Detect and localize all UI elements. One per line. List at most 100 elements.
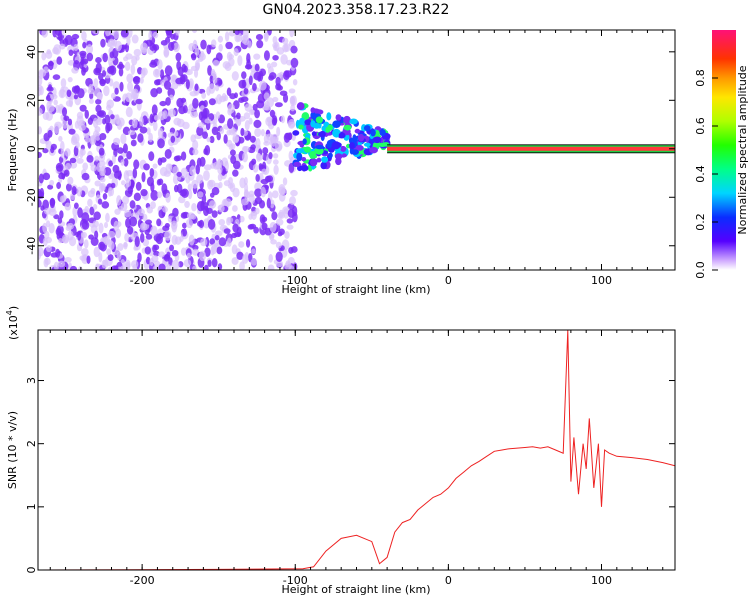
spectrogram-noise-cell	[86, 255, 91, 264]
spectrogram-noise-cell	[174, 236, 182, 245]
spectrogram-noise-cell	[182, 228, 188, 237]
spectrogram-noise-cell	[72, 206, 78, 217]
spectrogram-noise-cell	[212, 74, 218, 84]
spectrogram-noise-cell	[254, 63, 260, 72]
spectrogram-noise-cell	[90, 164, 98, 172]
spectrogram-noise-cell	[71, 185, 77, 196]
spectrogram-noise-cell	[266, 175, 273, 182]
spectrogram-noise-cell	[169, 244, 175, 252]
spectrogram-noise-cell	[102, 70, 107, 77]
spectrogram-noise-cell	[81, 66, 86, 76]
spectrogram-noise-cell	[190, 53, 197, 59]
spectrogram-noise-cell	[146, 206, 153, 214]
spectrogram-noise-cell	[276, 126, 281, 137]
spectrogram-noise-cell	[271, 211, 278, 221]
spectrogram-noise-cell	[252, 164, 259, 173]
colorbar-tick-label: 0.4	[694, 165, 707, 183]
spectrogram-noise-cell	[106, 248, 112, 256]
spectrogram-noise-cell	[227, 103, 236, 114]
spectrogram-noise-cell	[272, 42, 278, 49]
spectrogram-noise-cell	[61, 119, 68, 129]
spectrogram-noise-cell	[64, 202, 72, 211]
spectrogram-noise-cell	[184, 200, 190, 209]
spectrogram-noise-cell	[165, 192, 171, 203]
spectrogram-noise-cell	[287, 208, 295, 218]
spectrogram-noise-cell	[164, 222, 170, 229]
spectrogram-noise-cell	[75, 157, 84, 164]
spectrogram-noise-cell	[67, 176, 74, 185]
spectrogram-noise-cell	[149, 61, 158, 68]
spectrogram-noise-cell	[250, 144, 256, 150]
spectrogram-noise-cell	[238, 79, 247, 89]
spectrogram-noise-cell	[203, 201, 209, 211]
spectrogram-noise-cell	[275, 251, 283, 263]
spectrogram-noise-cell	[263, 31, 269, 41]
spectrogram-noise-cell	[113, 265, 119, 270]
spectrogram-noise-cell	[114, 87, 119, 95]
spectrogram-noise-cell	[290, 45, 298, 54]
spectrogram-noise-cell	[209, 135, 215, 144]
spectrogram-blob	[335, 114, 342, 121]
spectrogram-noise-cell	[145, 233, 153, 240]
spectrogram-noise-cell	[127, 129, 136, 136]
spectrogram-noise-cell	[263, 133, 270, 144]
spectrogram-noise-cell	[158, 251, 166, 258]
spectrogram-noise-cell	[284, 231, 290, 239]
spectrogram-noise-cell	[247, 224, 255, 230]
spectrogram-xtick-label: 0	[445, 274, 452, 287]
spectrogram-noise-cell	[67, 59, 75, 66]
spectrogram-noise-cell	[126, 36, 131, 46]
spectrogram-noise-cell	[198, 219, 205, 229]
spectrogram-noise-cell	[92, 220, 99, 228]
spectrogram-noise-cell	[254, 196, 263, 205]
spectrogram-noise-cell	[256, 152, 262, 162]
spectrogram-noise-cell	[193, 111, 198, 118]
spectrogram-ylabel: Frequency (Hz)	[6, 109, 19, 192]
spectrogram-noise-cell	[211, 210, 218, 218]
spectrogram-noise-cell	[84, 137, 91, 143]
spectrogram-blob	[343, 115, 351, 125]
spectrogram-blob	[310, 107, 316, 114]
spectrogram-noise-cell	[180, 97, 187, 103]
spectrogram-noise-cell	[252, 83, 257, 92]
spectrogram-noise-cell	[232, 169, 239, 177]
svg-text:(x104): (x104)	[5, 306, 20, 340]
spectrogram-noise-cell	[185, 79, 190, 90]
spectrogram-noise-cell	[133, 48, 142, 57]
spectrogram-noise-cell	[107, 66, 115, 75]
spectrogram-blob	[311, 131, 317, 137]
spectrogram-noise-cell	[211, 126, 219, 136]
spectrogram-noise-cell	[224, 198, 232, 207]
spectrogram-noise-cell	[61, 107, 68, 117]
spectrogram-noise-cell	[228, 57, 235, 67]
spectrogram-noise-cell	[118, 67, 124, 77]
spectrogram-noise-cell	[111, 154, 116, 164]
spectrogram-noise-cell	[243, 177, 248, 186]
spectrogram-noise-cell	[131, 34, 139, 44]
spectrogram-noise-cell	[120, 133, 127, 145]
spectrogram-noise-cell	[140, 232, 145, 243]
spectrogram-noise-cell	[268, 152, 273, 160]
snr-content	[38, 330, 675, 570]
spectrogram-noise-cell	[48, 222, 55, 234]
spectrogram-noise-cell	[39, 69, 47, 77]
spectrogram-noise-cell	[203, 164, 212, 171]
spectrogram-noise-cell	[52, 47, 59, 55]
spectrogram-noise-cell	[215, 52, 223, 62]
spectrogram-noise-cell	[218, 79, 223, 85]
spectrogram-blob	[298, 117, 306, 127]
colorbar-tick-label: 0.6	[694, 117, 707, 135]
spectrogram-noise-cell	[216, 93, 223, 105]
spectrogram-noise-cell	[99, 132, 107, 141]
spectrogram-noise-cell	[237, 55, 243, 66]
spectrogram-blob	[298, 124, 304, 130]
spectrogram-noise-cell	[94, 180, 101, 187]
spectrogram-noise-cell	[104, 222, 109, 229]
spectrogram-noise-cell	[171, 249, 179, 257]
spectrogram-noise-cell	[157, 111, 166, 121]
spectrogram-noise-cell	[133, 159, 140, 170]
spectrogram-noise-cell	[189, 90, 198, 97]
colorbar-tick-label: 0.2	[694, 213, 707, 231]
spectrogram-noise-cell	[194, 47, 200, 56]
